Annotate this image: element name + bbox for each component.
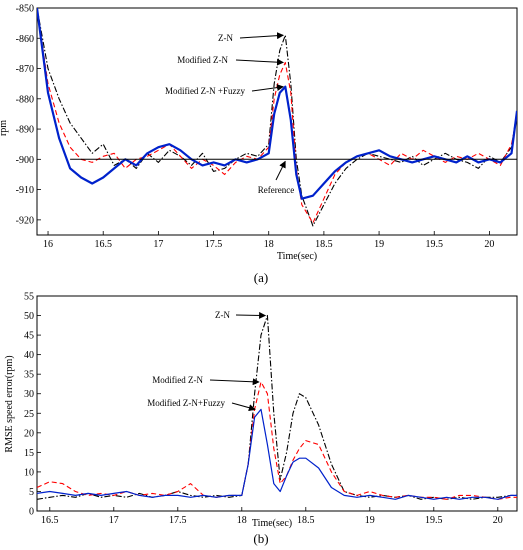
panel-b-x-tick-label-4: 18.5 — [297, 515, 315, 526]
panel-a-annotation-arrow-modified-z-n — [235, 58, 284, 66]
panel-a-annotation-modified-z-n-fuzzy: Modified Z-N +Fuzzy — [165, 86, 246, 96]
panel-a-annotation-reference: Reference — [258, 185, 294, 195]
panel-a-annotation-modified-z-n: Modified Z-N — [177, 55, 228, 65]
panel-b-annotations: Z-N Modified Z-N Modified Z-N+Fuzzy — [147, 310, 267, 412]
panel-b-caption: (b) — [253, 531, 268, 546]
panel-a-y-tick-label-6: -910 — [16, 185, 34, 196]
panel-b-y-tick-label-1: 5 — [29, 487, 34, 498]
panel-b-y-tick-label-5: 25 — [24, 409, 34, 420]
panel-b-annotation-arrow-modified-z-n — [209, 378, 260, 386]
panel-a-annotation-arrow-modified-z-n-fuzzy — [251, 84, 284, 92]
panel-b-series-z-n — [37, 314, 517, 500]
panel-b-x-tick-label-7: 20 — [493, 515, 503, 526]
panel-a-annotation-z-n: Z-N — [218, 33, 233, 43]
panel-b-annotation-arrow-z-n — [235, 311, 267, 319]
panel-b-annotation-modified-z-n-fuzzy: Modified Z-N+Fuzzy — [147, 398, 225, 408]
panel-b-x-tick-label-0: 16.5 — [41, 515, 59, 526]
panel-a-x-tick-label-2: 17 — [153, 239, 163, 250]
panel-b-annotation-arrow-modified-z-n-fuzzy — [231, 402, 256, 412]
panel-b-x-axis-label: Time(sec) — [252, 518, 292, 529]
panel-a-annotation-arrow-z-n — [239, 32, 284, 40]
panel-b-y-tick-label-0: 0 — [29, 507, 34, 518]
panel-a-x-tick-label-3: 17.5 — [205, 239, 223, 250]
panel-b-annotation-modified-z-n: Modified Z-N — [152, 375, 203, 385]
panel-b-series-modified-z-n-fuzzy — [37, 408, 517, 500]
panel-a-y-tick-label-0: -850 — [16, 4, 34, 15]
panel-b-x-tick-label-1: 17 — [109, 515, 119, 526]
panel-a-annotations: Z-N Modified Z-N Modified Z-N +Fuzzy Refere… — [165, 32, 294, 195]
panel-b-x-tick-label-6: 19.5 — [425, 515, 443, 526]
panel-b-y-tick-label-11: 55 — [24, 292, 34, 303]
panel-b-plot-frame — [36, 295, 518, 512]
panel-a-y-tick-label-4: -890 — [16, 125, 34, 136]
panel-b-series — [37, 314, 517, 500]
panel-a-x-tick-label-1: 16.5 — [94, 239, 112, 250]
panel-a-ticks: 16 16.5 17 17.5 18 18.5 19 19.5 20 -850 -860 -870 -8… — [16, 4, 495, 263]
panel-a-y-tick-label-7: -920 — [16, 215, 34, 226]
panel-b-y-axis-label: RMSE speed error(rpm) — [4, 355, 15, 452]
panel-a-y-tick-label-1: -860 — [16, 34, 34, 45]
panel-a-x-axis-label: Time(sec) — [277, 251, 317, 262]
panel-b-ticks: 16.5 17 17.5 18 18.5 19 19.5 20 0 5 10 15 20 25 30 35 40… — [24, 292, 503, 527]
panel-a-y-tick-label-2: -870 — [16, 64, 34, 75]
panel-a-x-tick-label-5: 18.5 — [315, 239, 333, 250]
panel-a-x-tick-label-7: 19.5 — [425, 239, 443, 250]
panel-b-y-tick-label-2: 10 — [24, 467, 34, 478]
panel-a-x-tick-label-0: 16 — [43, 239, 53, 250]
panel-a-y-axis-label: rpm — [0, 120, 9, 136]
panel-a-x-tick-label-4: 18 — [264, 239, 274, 250]
panel-b-x-tick-label-2: 17.5 — [169, 515, 187, 526]
panel-b-series-modified-z-n — [37, 381, 517, 500]
panel-a-plot-frame — [36, 7, 518, 236]
panel-b-y-tick-label-3: 15 — [24, 448, 34, 459]
panel-b-y-tick-label-4: 20 — [24, 428, 34, 439]
panel-b-rmse-error: 16.5 17 17.5 18 18.5 19 19.5 20 0 5 10 15 20 25 30 35 40… — [4, 292, 518, 546]
panel-a-x-tick-label-8: 20 — [484, 239, 494, 250]
panel-a-x-tick-label-6: 19 — [374, 239, 384, 250]
panel-a-series-modified-z-n-fuzzy — [37, 8, 517, 200]
panel-a-y-tick-label-3: -880 — [16, 94, 34, 105]
panel-b-y-tick-label-6: 30 — [24, 389, 34, 400]
panel-b-y-tick-label-10: 50 — [24, 311, 34, 322]
panel-b-x-tick-label-3: 18 — [237, 515, 247, 526]
panel-b-y-tick-label-8: 40 — [24, 350, 34, 361]
panel-b-y-tick-label-7: 35 — [24, 370, 34, 381]
panel-a-y-tick-label-5: -900 — [16, 155, 34, 166]
panel-b-x-tick-label-5: 19 — [365, 515, 375, 526]
panel-a-speed-response: 16 16.5 17 17.5 18 18.5 19 19.5 20 -850 -860 -870 -8… — [0, 4, 518, 285]
panel-a-caption: (a) — [254, 270, 268, 285]
panel-b-annotation-z-n: Z-N — [215, 310, 230, 320]
panel-a-annotation-arrow-reference — [275, 160, 286, 181]
panel-a-series-z-n — [37, 8, 517, 227]
panel-b-y-tick-label-9: 45 — [24, 331, 34, 342]
